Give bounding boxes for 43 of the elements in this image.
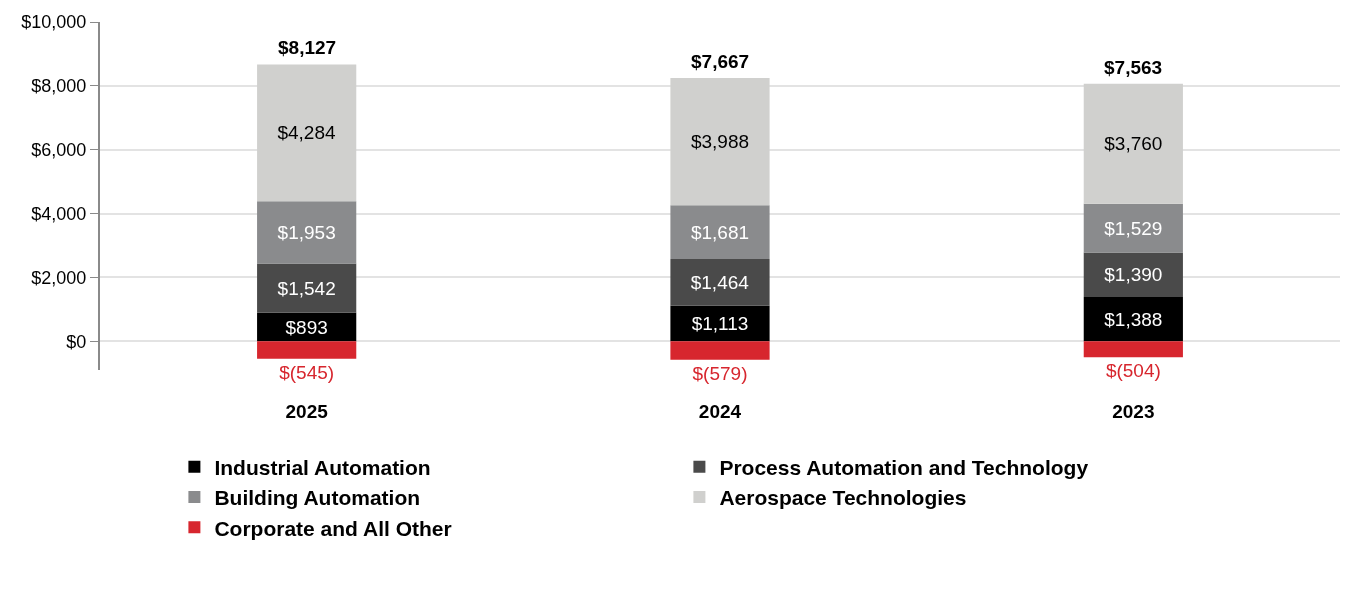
bar [670, 341, 770, 360]
bar [1083, 341, 1183, 358]
total-label: $8,127 [278, 37, 337, 58]
data-label: $1,542 [277, 277, 336, 299]
legend-label: Process Automation and Technology [719, 455, 1089, 479]
data-label: $1,113 [691, 313, 749, 334]
bar [1083, 203, 1183, 253]
y-tick-label: $6,000 [31, 140, 87, 161]
bar [670, 258, 770, 306]
data-label: $(579) [692, 362, 748, 384]
data-label: $3,988 [690, 131, 750, 153]
data-label: $1,388 [1104, 308, 1163, 330]
total-label: $7,667 [691, 51, 750, 72]
y-tick-label: $8,000 [31, 76, 87, 97]
legend-label: Aerospace Technologies [719, 486, 967, 510]
total-label: $7,563 [1104, 57, 1163, 78]
data-label: $(545) [279, 361, 335, 383]
data-label: $4,284 [277, 122, 336, 144]
data-label: $1,953 [277, 221, 336, 243]
bar [1083, 83, 1183, 204]
y-tick-label: $2,000 [31, 267, 87, 288]
y-tick-label: $0 [66, 331, 87, 352]
bar [257, 201, 357, 264]
bar [670, 78, 770, 206]
bar [257, 341, 357, 359]
bar [257, 263, 357, 313]
data-label: $893 [285, 316, 328, 338]
y-tick-label: $4,000 [31, 203, 87, 224]
data-label: $3,760 [1104, 133, 1163, 155]
x-tick-label: 2025 [285, 401, 329, 422]
data-label: $1,681 [690, 221, 750, 243]
bar [670, 205, 770, 259]
data-label: $1,529 [1104, 217, 1163, 239]
x-tick-label: 2024 [698, 401, 742, 422]
legend-label: Industrial Automation [214, 455, 431, 479]
bar [257, 64, 357, 202]
data-label: $(504) [1105, 360, 1161, 382]
legend-label: Corporate and All Other [214, 516, 452, 540]
x-tick-label: 2023 [1112, 401, 1155, 422]
data-label: $1,390 [1104, 264, 1163, 286]
data-label: $1,464 [690, 271, 750, 293]
legend-label: Building Automation [214, 486, 421, 510]
y-tick-label: $10,000 [21, 12, 87, 33]
